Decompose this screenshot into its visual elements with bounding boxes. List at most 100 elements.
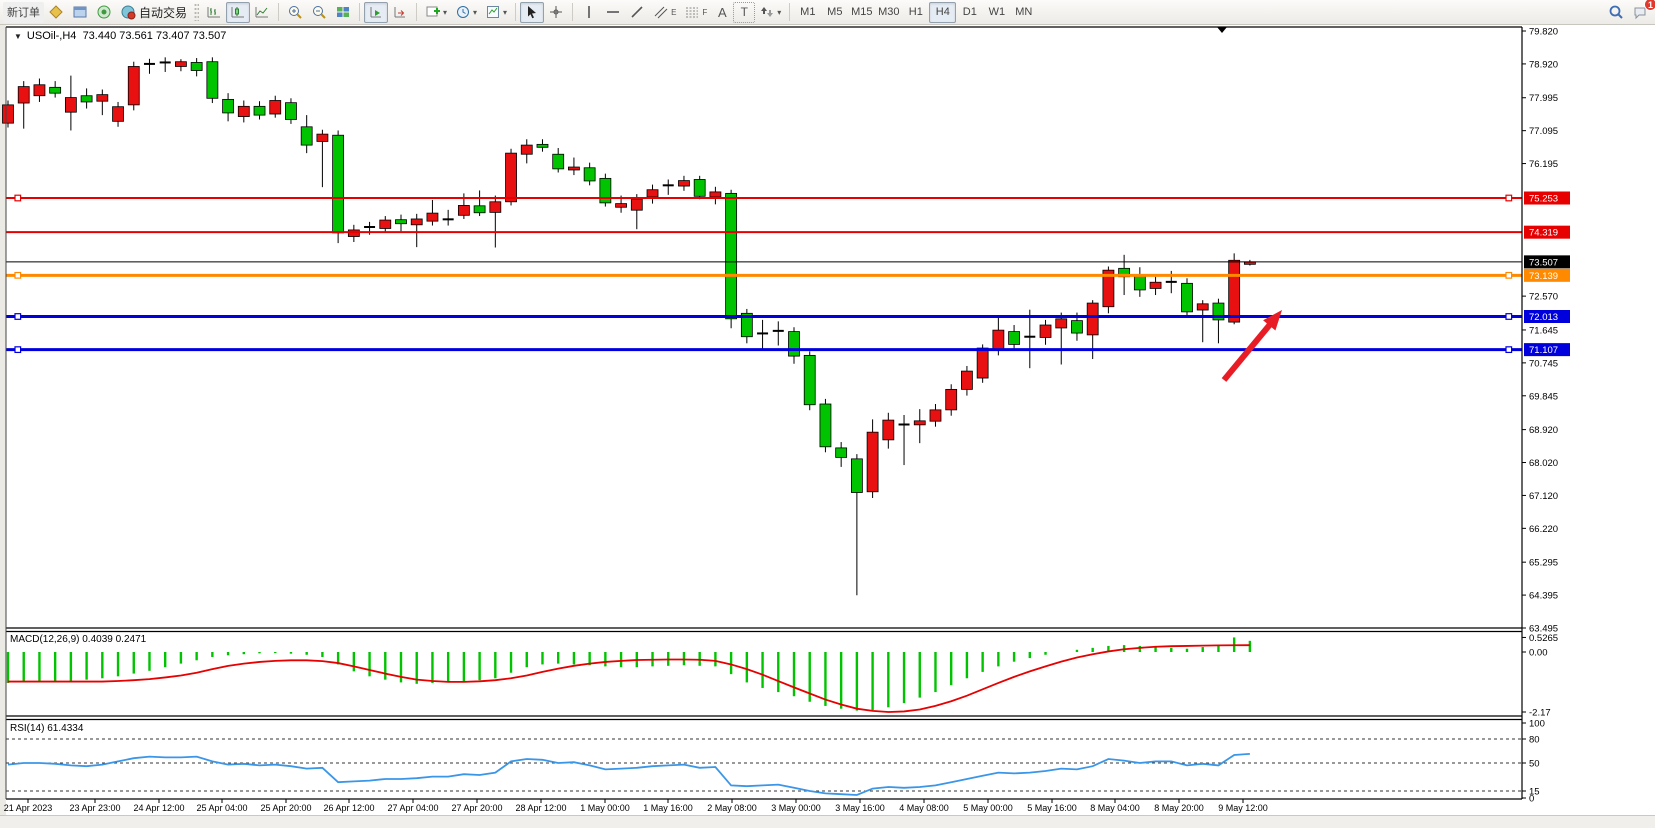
toolbar-separator bbox=[515, 3, 517, 21]
line-handle[interactable] bbox=[14, 346, 22, 354]
chart-shift-marker[interactable] bbox=[1217, 27, 1227, 33]
dropdown-arrow-icon: ▾ bbox=[473, 7, 478, 17]
candle bbox=[80, 88, 93, 109]
price-tick-label: 66.220 bbox=[1529, 524, 1558, 535]
time-tick-label: 8 May 04:00 bbox=[1090, 803, 1140, 813]
cursor-tool-icon[interactable] bbox=[520, 1, 545, 23]
text-label-tool-icon[interactable]: T bbox=[733, 1, 756, 23]
annotation-arrow-head[interactable] bbox=[1263, 310, 1282, 331]
terminal-icon[interactable] bbox=[92, 2, 116, 23]
macd-tick-label: 0.5265 bbox=[1529, 633, 1558, 644]
crosshair-tool-icon[interactable] bbox=[544, 2, 568, 23]
candle-body bbox=[379, 219, 392, 229]
annotation-arrow-shaft[interactable] bbox=[1221, 320, 1275, 382]
candle bbox=[1024, 309, 1036, 369]
candle-body bbox=[1008, 331, 1020, 345]
candle bbox=[237, 100, 250, 123]
candle-body bbox=[1133, 275, 1146, 291]
price-tick-label: 63.495 bbox=[1529, 624, 1558, 635]
add-indicator-icon[interactable]: ▾ bbox=[421, 2, 451, 23]
candle bbox=[473, 190, 486, 217]
candlestick-chart-icon[interactable] bbox=[226, 1, 251, 23]
rsi-indicator-label: RSI(14) 61.4334 bbox=[10, 723, 84, 734]
price-tick-label: 65.295 bbox=[1529, 558, 1558, 569]
time-tick-label: 1 May 00:00 bbox=[580, 803, 630, 813]
candle-body bbox=[882, 419, 895, 441]
autotrade-button[interactable]: 自动交易 bbox=[116, 2, 191, 23]
auto-scroll-icon[interactable] bbox=[364, 1, 389, 23]
dropdown-arrow-icon: ▾ bbox=[777, 7, 782, 17]
candle-body bbox=[1055, 318, 1068, 329]
candle-body bbox=[1071, 320, 1083, 334]
candle-body bbox=[599, 177, 612, 204]
chart-collapse-icon[interactable]: ▼ bbox=[14, 32, 22, 41]
candle bbox=[253, 101, 266, 120]
timeframe-button-m1[interactable]: M1 bbox=[800, 6, 816, 18]
candle bbox=[300, 115, 313, 154]
macd-signal-line bbox=[8, 644, 1250, 713]
candle-body bbox=[520, 144, 533, 155]
zoom-out-icon[interactable] bbox=[307, 2, 331, 23]
chart-window[interactable]: 79.820 78.920 77.995 77.095 76.195 72.570 71.6… bbox=[0, 25, 1655, 815]
market-watch-icon[interactable] bbox=[44, 2, 68, 23]
timeframe-button-d1[interactable]: D1 bbox=[962, 6, 977, 18]
status-bar bbox=[0, 815, 1655, 828]
navigator-icon[interactable] bbox=[68, 2, 92, 23]
text-tool-icon[interactable]: A bbox=[717, 4, 727, 20]
line-handle[interactable] bbox=[1505, 346, 1513, 354]
tile-windows-icon[interactable] bbox=[331, 2, 355, 23]
candle-body bbox=[709, 191, 722, 198]
time-tick-label: 5 May 00:00 bbox=[963, 803, 1013, 813]
vertical-line-tool-icon[interactable] bbox=[577, 2, 601, 23]
candle-body bbox=[788, 331, 800, 357]
template-icon[interactable]: ▾ bbox=[481, 2, 511, 23]
price-tick-label: 71.645 bbox=[1529, 325, 1558, 336]
line-handle[interactable] bbox=[14, 194, 22, 202]
candle-body bbox=[17, 86, 30, 104]
line-price-label: 75.253 bbox=[1529, 194, 1558, 205]
candle bbox=[803, 351, 816, 411]
timeframe-button-w1[interactable]: W1 bbox=[988, 6, 1006, 18]
timeframe-button-m30[interactable]: M30 bbox=[878, 6, 900, 18]
chart-shift-icon[interactable] bbox=[388, 2, 412, 23]
line-chart-icon[interactable] bbox=[250, 2, 274, 23]
chart-canvas[interactable]: 79.820 78.920 77.995 77.095 76.195 72.570 71.6… bbox=[0, 25, 1655, 815]
candle bbox=[127, 61, 140, 111]
zoom-in-icon[interactable] bbox=[283, 2, 307, 23]
line-handle[interactable] bbox=[14, 313, 22, 320]
time-tick-label: 24 Apr 12:00 bbox=[133, 803, 184, 813]
toolbar-separator bbox=[789, 3, 791, 21]
candle bbox=[112, 101, 124, 127]
trendline-tool-icon[interactable] bbox=[625, 2, 649, 23]
candle bbox=[678, 175, 690, 191]
timeframe-button-h4[interactable]: H4 bbox=[929, 1, 957, 23]
horizontal-line-tool-icon[interactable] bbox=[601, 2, 625, 23]
line-price-label: 72.013 bbox=[1529, 312, 1558, 323]
notification-icon[interactable]: 1 bbox=[1628, 0, 1655, 23]
candle-body bbox=[961, 370, 973, 390]
timeframe-button-mn[interactable]: MN bbox=[1015, 6, 1033, 18]
fibonacci-tool-icon[interactable]: F bbox=[680, 2, 711, 23]
arrows-tool-icon[interactable]: ▾ bbox=[755, 2, 785, 23]
candle-body bbox=[678, 180, 690, 187]
time-tick-label: 3 May 16:00 bbox=[835, 803, 885, 813]
candle bbox=[190, 58, 203, 77]
new-order-button[interactable]: 新订单 bbox=[3, 1, 44, 23]
timeframe-button-h1[interactable]: H1 bbox=[908, 6, 923, 18]
periods-icon[interactable]: ▾ bbox=[451, 2, 481, 23]
line-handle[interactable] bbox=[1505, 271, 1513, 279]
line-handle[interactable] bbox=[14, 271, 22, 279]
line-handle[interactable] bbox=[1505, 194, 1513, 202]
search-icon[interactable] bbox=[1604, 2, 1628, 23]
timeframe-button-m5[interactable]: M5 bbox=[827, 6, 843, 18]
candle-body bbox=[552, 153, 565, 170]
candle bbox=[945, 384, 958, 416]
bar-chart-icon[interactable] bbox=[202, 2, 226, 23]
line-handle[interactable] bbox=[1505, 313, 1513, 320]
timeframe-button-m15[interactable]: M15 bbox=[851, 6, 873, 18]
channel-tool-icon[interactable]: E bbox=[649, 2, 680, 23]
candle-body bbox=[1196, 303, 1209, 311]
time-tick-label: 1 May 16:00 bbox=[643, 803, 693, 813]
candle-body bbox=[740, 312, 753, 338]
candle-body bbox=[583, 167, 596, 182]
